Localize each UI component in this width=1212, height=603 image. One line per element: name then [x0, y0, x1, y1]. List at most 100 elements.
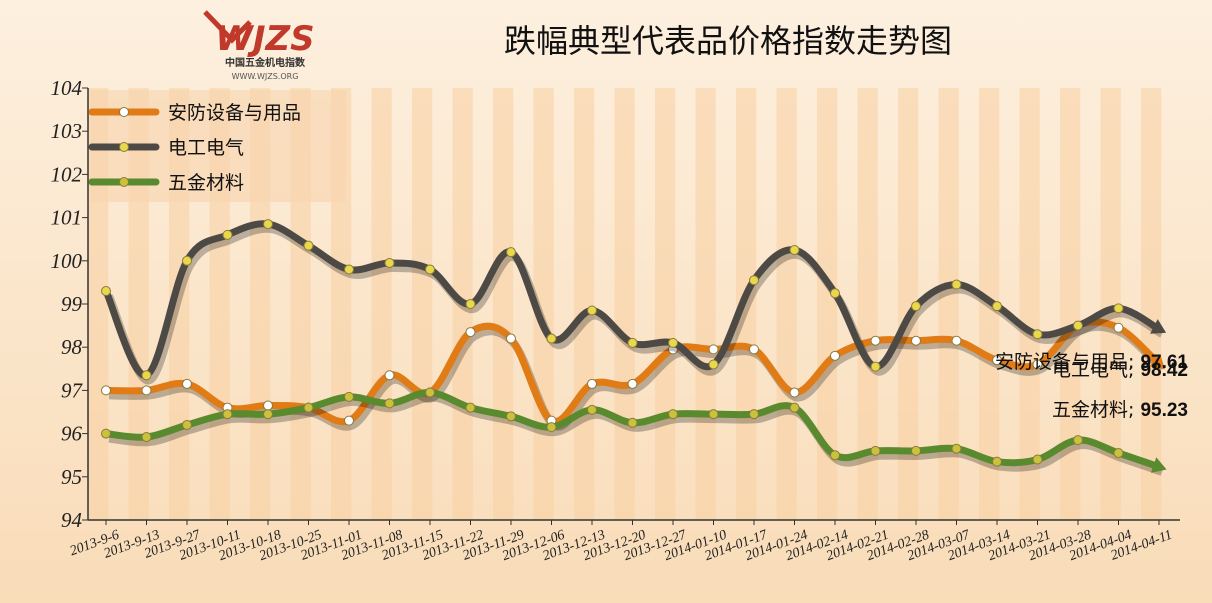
- point: [465, 299, 476, 309]
- point: [303, 240, 314, 251]
- stripe: [493, 88, 514, 520]
- end-label-name: 电工电气: [1052, 359, 1128, 381]
- point: [101, 286, 111, 297]
- legend-marker: [119, 107, 129, 117]
- point: [465, 327, 476, 338]
- point: [546, 422, 557, 433]
- stripe: [857, 88, 878, 520]
- point: [222, 409, 233, 420]
- point: [384, 370, 395, 381]
- point: [141, 370, 152, 381]
- end-label-sep: ;: [1128, 351, 1134, 373]
- point: [1113, 322, 1124, 333]
- point: [182, 419, 192, 430]
- stripe: [614, 88, 635, 520]
- arrow-head: [1150, 457, 1167, 473]
- end-label: 电工电气; 98.42: [1052, 359, 1188, 381]
- legend-marker: [119, 142, 129, 152]
- y-tick-label: 95: [61, 465, 82, 489]
- y-tick-label: 101: [51, 206, 83, 230]
- point: [141, 432, 152, 443]
- stripe: [898, 88, 919, 520]
- point: [911, 335, 921, 346]
- y-tick-label: 104: [51, 76, 83, 100]
- point: [708, 409, 719, 420]
- stripe: [1141, 88, 1162, 520]
- stripe: [574, 88, 595, 520]
- point: [1073, 435, 1083, 446]
- point: [627, 337, 638, 348]
- point: [263, 219, 273, 230]
- point: [465, 402, 476, 413]
- end-label-value: 97.61: [1140, 352, 1188, 373]
- point: [587, 378, 597, 389]
- logo-mark: WJZS: [215, 19, 314, 59]
- point: [627, 378, 638, 389]
- point: [911, 301, 921, 312]
- stripe: [533, 88, 554, 520]
- point: [587, 305, 597, 316]
- point: [870, 361, 881, 372]
- point: [141, 385, 152, 396]
- end-label: 五金材料; 95.23: [1052, 399, 1188, 421]
- point: [708, 359, 719, 370]
- point: [830, 350, 840, 361]
- stripe: [412, 88, 433, 520]
- point: [992, 456, 1002, 467]
- point: [101, 428, 111, 439]
- legend-label: 安防设备与用品: [168, 102, 301, 124]
- point: [668, 409, 678, 420]
- point: [384, 398, 395, 409]
- point: [870, 445, 881, 456]
- point: [587, 404, 597, 415]
- point: [344, 391, 354, 402]
- point: [506, 333, 516, 344]
- y-tick-label: 98: [61, 335, 83, 359]
- y-tick-label: 94: [61, 508, 83, 532]
- stripe: [1100, 88, 1121, 520]
- legend-label: 电工电气: [168, 137, 244, 159]
- point: [425, 387, 435, 398]
- point: [911, 445, 921, 456]
- point: [1113, 303, 1124, 314]
- point: [870, 335, 881, 346]
- point: [182, 378, 192, 389]
- end-label-value: 95.23: [1140, 400, 1188, 421]
- point: [1032, 329, 1043, 340]
- series-line: [102, 318, 1163, 426]
- point: [182, 255, 192, 266]
- point: [668, 337, 678, 348]
- stripe: [1060, 88, 1081, 520]
- point: [425, 264, 435, 275]
- stripe: [938, 88, 959, 520]
- stripe: [695, 88, 716, 520]
- point: [992, 355, 1002, 366]
- y-tick-label: 96: [61, 422, 83, 446]
- logo-url: WWW.WJZS.ORG: [232, 72, 299, 81]
- y-tick-label: 102: [51, 162, 83, 186]
- legend-marker: [119, 177, 129, 187]
- stripe: [776, 88, 797, 520]
- logo-arrow: [203, 10, 252, 44]
- y-tick-label: 97: [61, 378, 84, 402]
- line-shadow: [108, 393, 1164, 476]
- point: [263, 400, 273, 411]
- point: [344, 415, 354, 426]
- point: [749, 344, 759, 355]
- legend-label: 五金材料: [168, 172, 244, 194]
- point: [222, 229, 233, 240]
- y-tick-label: 99: [61, 292, 83, 316]
- point: [749, 275, 759, 286]
- chart-title: 跌幅典型代表品价格指数走势图: [504, 22, 952, 60]
- point: [789, 245, 800, 255]
- y-tick-label: 103: [51, 119, 83, 143]
- stripe: [371, 88, 392, 520]
- arrow-head: [1149, 354, 1165, 370]
- end-label-name: 安防设备与用品: [995, 351, 1128, 373]
- point: [303, 402, 314, 413]
- point: [789, 387, 800, 398]
- point: [344, 264, 354, 275]
- end-label-sep: ;: [1128, 399, 1134, 421]
